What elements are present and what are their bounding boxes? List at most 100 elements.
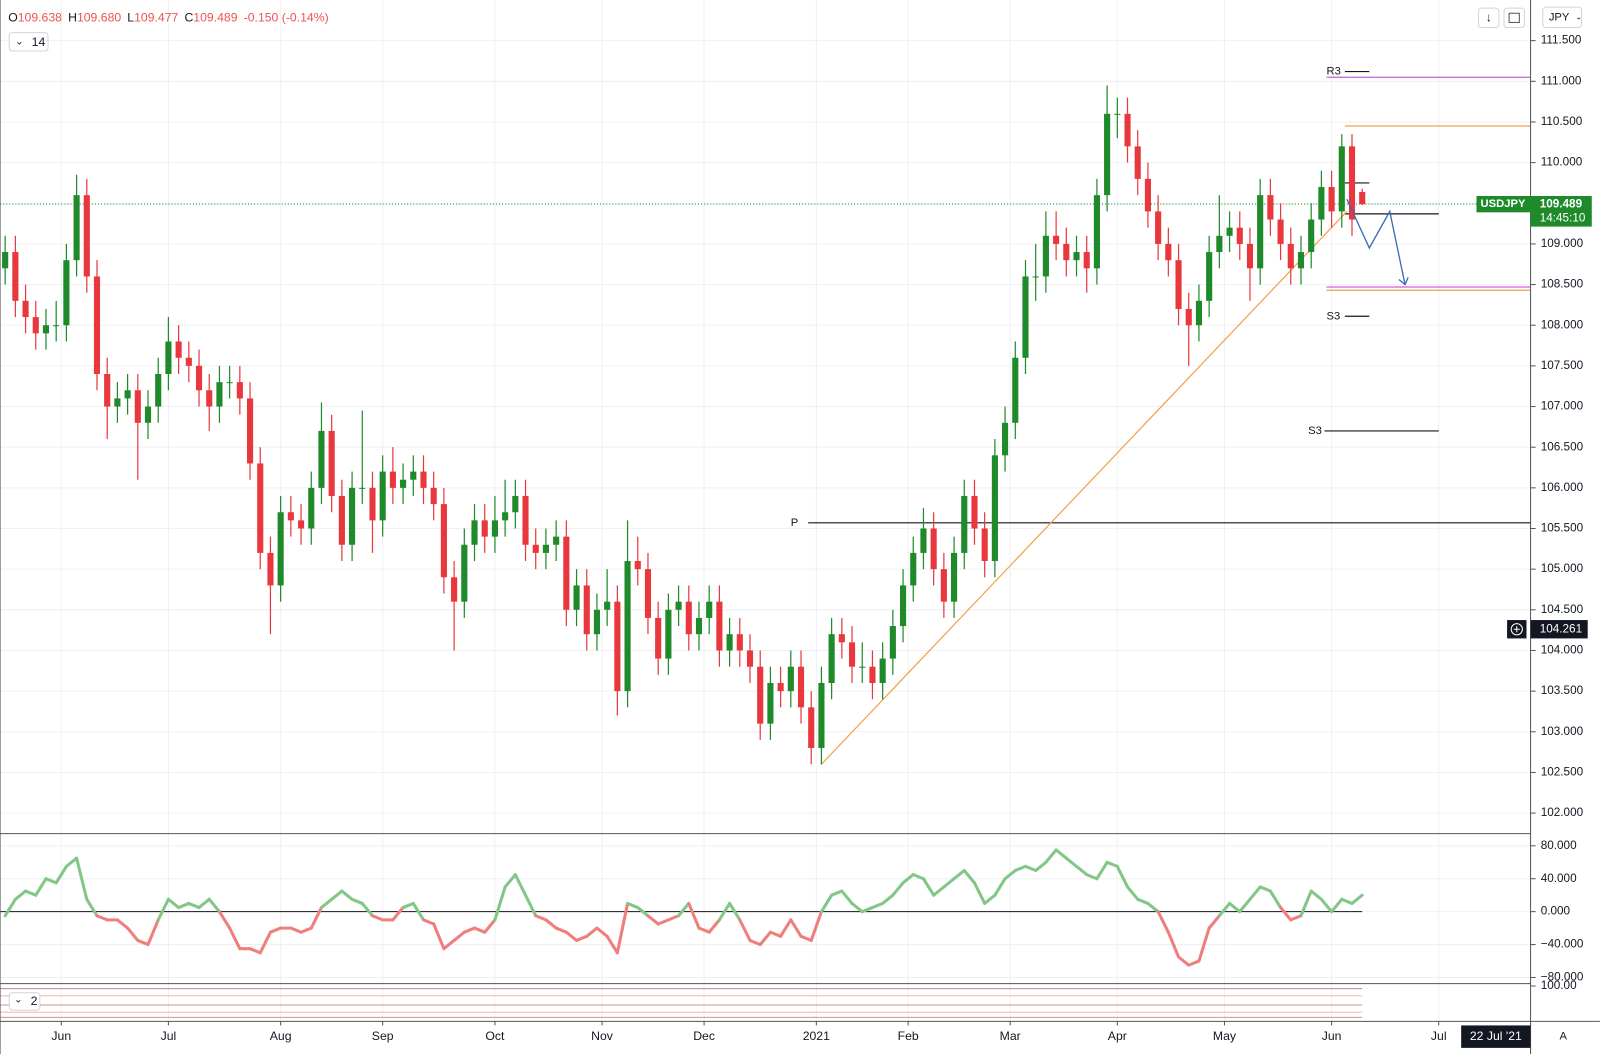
candle-body [410, 471, 417, 480]
oscillator-segment [554, 926, 568, 934]
candle-body [114, 398, 121, 407]
candle-body [1063, 243, 1070, 261]
candle-body [522, 495, 529, 545]
oscillator-segment [891, 881, 905, 897]
candle-body [195, 365, 203, 391]
oscillator-segment [1309, 889, 1323, 901]
oscillator-segment [677, 901, 691, 918]
countdown-label: 14:45:10 [1540, 212, 1586, 225]
oscillator-segment [575, 934, 589, 942]
projection-path [1346, 198, 1406, 285]
candle-body [1073, 252, 1080, 261]
indicator-toggle[interactable] [8, 32, 49, 52]
candle-body [297, 520, 305, 529]
x-tick-label: Nov [591, 1029, 614, 1043]
candle-body [1287, 243, 1294, 269]
candle-body [104, 374, 111, 407]
candle-body [981, 528, 988, 562]
candle-body [1359, 192, 1366, 205]
oscillator-segment [146, 918, 160, 947]
candle-body [899, 585, 907, 627]
ohlc-key: C [184, 11, 193, 25]
candle-body [267, 552, 274, 586]
oscillator-segment [13, 889, 28, 901]
candle-body [277, 512, 284, 586]
oscillator-segment [115, 918, 130, 930]
ohlc-value: 109.680 [77, 11, 121, 25]
oscillator-segment [707, 918, 721, 934]
oscillator-segment [177, 901, 191, 910]
candle-body [583, 585, 590, 635]
oscillator-segment [85, 897, 99, 918]
pivot-label: R3 [1326, 66, 1340, 78]
y-tick-label: 108.500 [1541, 278, 1584, 291]
candle-body [379, 471, 386, 521]
candle-body [1032, 276, 1039, 278]
candle-body [797, 666, 805, 708]
candle-body [614, 601, 621, 692]
ohlc-key: H [68, 11, 77, 25]
oscillator-segment [1258, 885, 1272, 893]
fullscreen-button[interactable] [1503, 7, 1525, 29]
crosshair-label: 104.261 [1540, 622, 1582, 635]
oscillator-segment [126, 926, 140, 942]
oscillator-segment [666, 914, 681, 922]
oscillator-segment [330, 889, 344, 901]
pane-toggle[interactable] [8, 992, 41, 1011]
download-button[interactable] [1478, 7, 1500, 29]
candle-body [471, 520, 478, 545]
y-tick-label: 107.000 [1541, 400, 1584, 413]
oscillator-segment [411, 901, 426, 922]
oscillator-segment [962, 868, 977, 885]
oscillator-segment [1044, 848, 1058, 864]
overlay: USDJPY 109.489 14:45:10 104.261 [1476, 196, 1592, 639]
y-tick-label: 106.000 [1541, 481, 1584, 494]
trendline [820, 210, 1348, 765]
y-tick-label: 103.000 [1541, 725, 1584, 738]
candle-body [1093, 195, 1100, 269]
candle-body [553, 536, 560, 545]
candle-body [991, 455, 998, 562]
candle-body [930, 528, 937, 570]
candle-body [859, 666, 866, 668]
candle-body [1297, 252, 1305, 269]
x-tick-label: Jun [1322, 1029, 1342, 1043]
candle-body [1144, 178, 1151, 212]
oscillator-segment [1238, 897, 1252, 914]
candle-body [1155, 211, 1162, 244]
candle-body [1022, 276, 1029, 358]
candle-body [1002, 422, 1009, 456]
candle-body [22, 300, 29, 318]
oscillator-segment [391, 906, 405, 922]
oscillator-segment [656, 918, 670, 926]
oscillator-segment [646, 914, 660, 926]
candle-body [757, 666, 764, 724]
oscillator-segment [1125, 885, 1140, 901]
oscillator-segment [1197, 926, 1211, 963]
oscillator-segment [462, 926, 477, 934]
auto-scale-button[interactable]: A [1559, 1031, 1567, 1043]
candle-body [63, 260, 70, 326]
candle-body [634, 561, 641, 570]
indicator-button-label: 14 [32, 35, 46, 49]
y-tick-label: 110.000 [1541, 156, 1583, 169]
candle-body [389, 471, 396, 488]
y-tick-label: 103.500 [1541, 684, 1584, 697]
candle-body [2, 252, 9, 269]
oscillator-segment [840, 889, 854, 905]
candle-body [818, 682, 825, 749]
oscillator-segment [830, 889, 844, 897]
candle-body [512, 495, 519, 513]
oscillator-segment [493, 885, 507, 922]
oscillator-segment [136, 938, 150, 947]
y-tick-label: 100.00 [1541, 979, 1577, 992]
candle-body [1277, 219, 1284, 244]
candle-body [655, 617, 662, 659]
currency-button[interactable] [1542, 6, 1583, 29]
oscillator-segment [1085, 873, 1099, 881]
oscillator-segment [268, 926, 283, 934]
oscillator-segment [228, 926, 242, 951]
x-tick-label: 2021 [803, 1029, 830, 1043]
oscillator-segment [1340, 897, 1354, 905]
ohlc-value: 109.638 [18, 11, 62, 25]
